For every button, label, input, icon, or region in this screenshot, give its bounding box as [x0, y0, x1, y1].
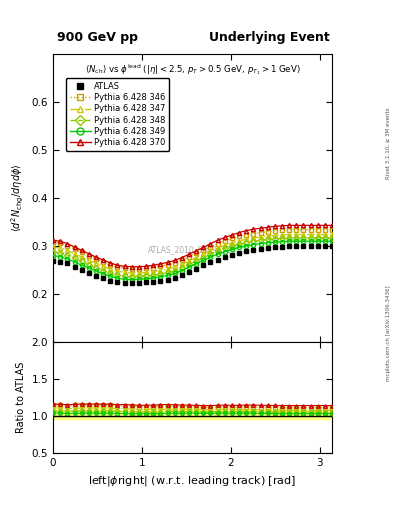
Text: ATLAS_2010_S8894728: ATLAS_2010_S8894728 [148, 245, 237, 254]
X-axis label: left$|\phi$right$|$ (w.r.t. leading track) [rad]: left$|\phi$right$|$ (w.r.t. leading trac… [88, 474, 297, 487]
Y-axis label: Ratio to ATLAS: Ratio to ATLAS [16, 362, 26, 433]
Y-axis label: $\langle d^2 N_\mathrm{chg}/d\eta d\phi\rangle$: $\langle d^2 N_\mathrm{chg}/d\eta d\phi\… [10, 164, 26, 232]
Text: Rivet 3.1.10, ≥ 3M events: Rivet 3.1.10, ≥ 3M events [386, 108, 391, 179]
Text: 900 GeV pp: 900 GeV pp [57, 31, 138, 44]
Text: Underlying Event: Underlying Event [209, 31, 330, 44]
Text: $\langle N_\mathrm{ch}\rangle$ vs $\phi^\mathrm{lead}$ ($|\eta|<2.5$, $p_T>0.5$ : $\langle N_\mathrm{ch}\rangle$ vs $\phi^… [84, 62, 301, 77]
Text: mcplots.cern.ch [arXiv:1306.3436]: mcplots.cern.ch [arXiv:1306.3436] [386, 285, 391, 380]
Legend: ATLAS, Pythia 6.428 346, Pythia 6.428 347, Pythia 6.428 348, Pythia 6.428 349, P: ATLAS, Pythia 6.428 346, Pythia 6.428 34… [66, 78, 169, 151]
